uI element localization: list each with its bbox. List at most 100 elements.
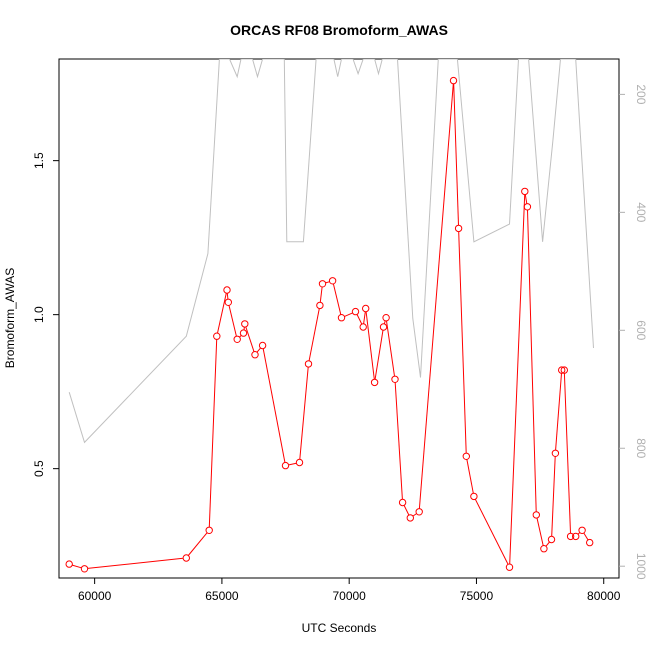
bromoform-data-point <box>337 314 346 322</box>
bromoform-data-point <box>532 511 540 519</box>
y2-tick-label: 800 <box>634 438 648 458</box>
bromoform-data-point <box>505 563 514 571</box>
plot-frame <box>58 58 620 579</box>
x-tick-label: 80000 <box>587 589 621 603</box>
bromoform-data-point <box>449 76 458 85</box>
bromoform-data-point <box>578 526 586 534</box>
x-axis-label: UTC Seconds <box>302 621 377 635</box>
bromoform-data-point <box>251 351 259 359</box>
bromoform-data-point <box>370 378 379 387</box>
bromoform-data-point <box>379 323 388 331</box>
bromoform-series-segment <box>536 517 544 546</box>
bromoform-series-segment <box>555 373 562 451</box>
x-tick-label: 70000 <box>332 589 366 603</box>
bromoform-series-segment <box>509 194 526 565</box>
bromoform-data-point <box>295 458 304 467</box>
bromoform-series-segment <box>418 83 454 509</box>
bromoform-data-point <box>318 280 327 288</box>
bromoform-data-point <box>80 565 89 573</box>
bromoform-data-point <box>415 508 423 516</box>
bromoform-data-point <box>304 360 313 368</box>
bromoform-data-point <box>316 301 324 310</box>
bromoform-data-point <box>398 498 407 507</box>
bromoform-data-point <box>566 532 575 541</box>
bromoform-series-segment <box>262 348 286 463</box>
bromoform-series-segment <box>403 505 410 516</box>
y2-tick-label: 200 <box>634 84 648 104</box>
bromoform-data-point <box>359 323 367 331</box>
bromoform-series-segment <box>72 564 82 569</box>
series-layer <box>65 59 594 573</box>
bromoform-series-segment <box>466 459 474 494</box>
y2-tick-label: 600 <box>634 320 648 340</box>
bromoform-data-point <box>521 187 529 196</box>
bromoform-series-segment <box>217 292 227 334</box>
bromoform-data-point <box>406 514 414 522</box>
bromoform-data-point <box>462 452 470 460</box>
bromoform-series-segment <box>524 194 528 204</box>
bromoform-data-point <box>258 341 267 350</box>
bromoform-series-segment <box>383 320 386 325</box>
bromoform-data-point <box>182 554 191 562</box>
bromoform-series-segment <box>245 326 255 352</box>
y2-tick-label: 400 <box>634 202 648 222</box>
bromoform-series-segment <box>226 293 229 300</box>
bromoform-series-segment <box>208 339 218 528</box>
bromoform-series-segment <box>363 311 366 324</box>
bromoform-data-point <box>470 492 478 501</box>
y-tick-label: 1.5 <box>32 152 46 169</box>
bromoform-series-segment <box>344 312 353 317</box>
bromoform-data-point <box>523 203 532 211</box>
bromoform-series-segment <box>386 320 395 377</box>
bromoform-series-segment <box>356 314 363 325</box>
x-tick-label: 75000 <box>460 589 494 603</box>
y-tick-label: 1.0 <box>32 306 46 323</box>
bromoform-data-point <box>547 535 556 544</box>
bromoform-data-point <box>205 526 213 534</box>
bromoform-data-point <box>586 538 594 547</box>
bromoform-data-point <box>213 332 221 340</box>
bromoform-data-point <box>362 304 370 313</box>
bromoform-series-segment <box>187 532 208 556</box>
bromoform-series-segment <box>545 541 550 547</box>
bromoform-data-point <box>224 298 233 306</box>
bromoform-series-segment <box>458 231 467 454</box>
x-tick-label: 60000 <box>78 589 112 603</box>
y2-tick-label: 1000 <box>634 553 648 580</box>
chart-title: ORCAS RF08 Bromoform_AWAS <box>230 22 448 38</box>
y-axis-label: Bromoform_AWAS <box>3 268 17 368</box>
bromoform-series-segment <box>474 498 509 565</box>
bromoform-data-point <box>572 532 580 541</box>
bromoform-series-segment <box>394 382 403 500</box>
bromoform-series-segment <box>551 456 556 537</box>
bromoform-data-point <box>551 449 560 457</box>
bromoform-data-point <box>281 461 290 470</box>
bromoform-data-point <box>382 314 390 322</box>
bromoform-data-point <box>233 335 241 343</box>
bromoform-data-point <box>328 277 337 285</box>
bromoform-series-segment <box>87 557 184 569</box>
bromoform-data-point <box>391 375 399 383</box>
axis-ticks: 60000 65000 70000 75000 80000 0.5 1.0 1.5 200 400… <box>32 84 648 603</box>
bromoform-data-point <box>223 286 231 294</box>
bromoform-series-segment <box>527 209 537 512</box>
bromoform-data-point <box>540 545 548 553</box>
bromoform-series-segment <box>228 305 237 337</box>
bromoform-data-point <box>65 560 73 568</box>
bromoform-series-segment <box>374 330 384 380</box>
bromoform-series-segment <box>453 83 459 226</box>
bromoform-series-segment <box>412 513 417 517</box>
y-tick-label: 0.5 <box>32 460 46 477</box>
bromoform-series-segment <box>365 311 375 380</box>
bromoform-data-point <box>558 366 566 374</box>
bromoform-series-segment <box>583 532 589 541</box>
bromoform-series-segment <box>319 286 323 303</box>
bromoform-series-segment <box>256 347 261 353</box>
bromoform-data-point <box>560 366 568 374</box>
bromoform-data-point <box>351 307 360 316</box>
bromoform-data-point <box>454 224 463 233</box>
bromoform-series-segment <box>325 281 330 284</box>
bromoform-data-point <box>241 320 249 328</box>
bromoform-series-segment <box>308 308 320 361</box>
